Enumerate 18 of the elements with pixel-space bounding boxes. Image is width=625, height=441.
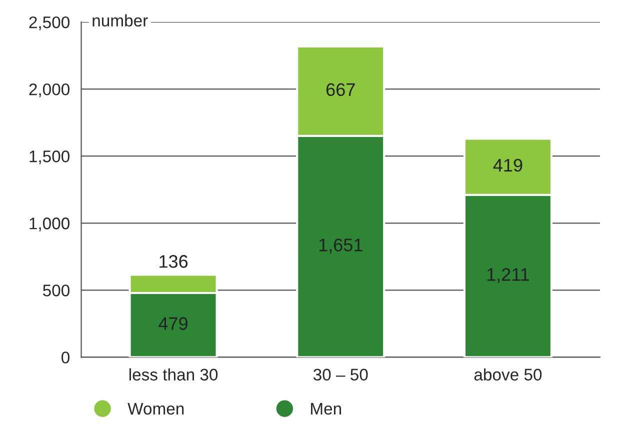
data-label: 1,651 bbox=[319, 238, 362, 254]
y-tick-label: 1,000 bbox=[30, 218, 70, 232]
legend-label: Men bbox=[311, 402, 342, 415]
x-tick-label: 30 – 50 bbox=[313, 368, 368, 381]
legend-label: Women bbox=[128, 402, 184, 415]
data-label: 1,211 bbox=[487, 268, 530, 284]
data-label: 667 bbox=[326, 83, 355, 96]
data-label: 419 bbox=[493, 158, 522, 172]
y-tick-label: 0 bbox=[62, 352, 70, 364]
y-tick-label: 2,500 bbox=[29, 16, 70, 30]
x-tick-label: less than 30 bbox=[129, 368, 218, 381]
x-tick-label: above 50 bbox=[474, 368, 542, 381]
y-tick-label: 1,500 bbox=[30, 150, 70, 164]
y-tick-label: 500 bbox=[43, 284, 70, 296]
y-axis-title: number bbox=[92, 14, 148, 27]
data-label: 136 bbox=[160, 255, 188, 268]
data-label: 479 bbox=[158, 317, 188, 330]
y-tick-label: 2,000 bbox=[29, 83, 70, 98]
